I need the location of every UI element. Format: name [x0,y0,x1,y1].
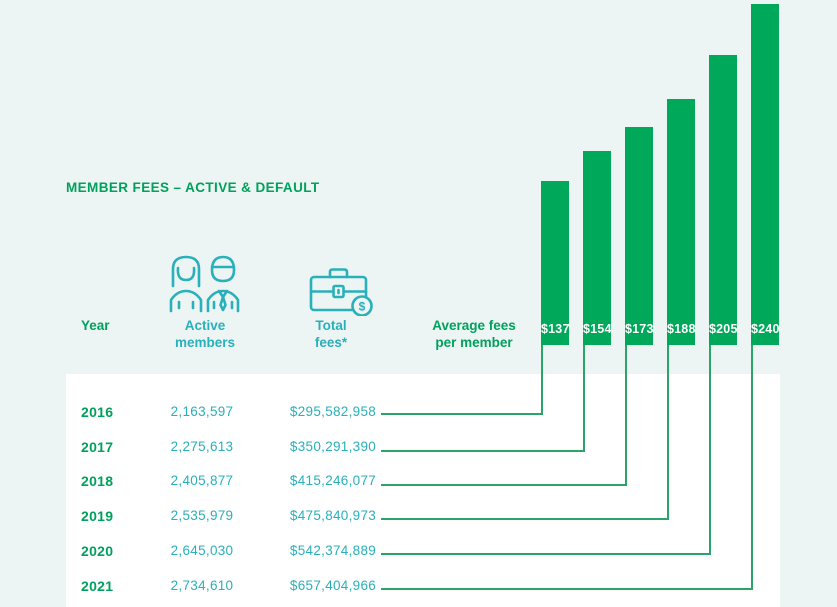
fee-bar: $240 [751,4,779,345]
active-members-value: 2,734,610 [170,578,234,593]
connector-line-horizontal [381,518,669,520]
fee-bar: $188 [667,99,695,345]
fee-bar: $137 [541,181,569,345]
year-value: 2019 [81,508,114,524]
table-row: 2019 2,535,979 $475,840,973 [0,507,837,525]
bar-value-label: $137 [541,322,570,336]
svg-text:$: $ [359,300,366,314]
table-row: 2016 2,163,597 $295,582,958 [0,403,837,421]
connector-line-vertical [541,345,543,413]
total-fees-value: $657,404,966 [289,578,377,593]
connector-line-vertical [583,345,585,450]
column-header-average-fees: Average fees per member [426,317,522,351]
connector-line-vertical [667,345,669,518]
header-line: Total [315,318,347,333]
bar-value-label: $240 [751,322,780,336]
fee-bar: $154 [583,151,611,345]
connector-line-vertical [625,345,627,484]
connector-line-horizontal [381,553,711,555]
year-value: 2020 [81,543,114,559]
two-people-icon [162,253,246,318]
bar-value-label: $173 [625,322,654,336]
page-title: MEMBER FEES – ACTIVE & DEFAULT [66,180,320,195]
active-members-value: 2,163,597 [170,404,234,419]
column-header-active-members: Active members [164,317,246,351]
connector-line-horizontal [381,413,543,415]
table-background-panel [66,374,780,607]
active-members-value: 2,275,613 [170,439,234,454]
connector-line-horizontal [381,484,627,486]
active-members-value: 2,645,030 [170,543,234,558]
table-row: 2017 2,275,613 $350,291,390 [0,438,837,456]
briefcase-dollar-icon: $ [303,262,375,321]
fee-bar: $205 [709,55,737,345]
bar-value-label: $188 [667,322,696,336]
total-fees-value: $415,246,077 [289,473,377,488]
connector-line-vertical [709,345,711,553]
fee-bar: $173 [625,127,653,345]
connector-line-horizontal [381,588,753,590]
header-line: Active [184,318,226,333]
table-row: 2018 2,405,877 $415,246,077 [0,472,837,490]
header-line: Average fees [432,318,516,333]
bar-value-label: $205 [709,322,738,336]
year-value: 2021 [81,578,114,594]
header-line: fees* [314,335,348,350]
connector-line-vertical [751,345,753,588]
header-line: per member [435,335,513,350]
column-header-total-fees: Total fees* [301,317,361,351]
active-members-value: 2,535,979 [170,508,234,523]
table-row: 2020 2,645,030 $542,374,889 [0,542,837,560]
total-fees-value: $542,374,889 [289,543,377,558]
active-members-value: 2,405,877 [170,473,234,488]
year-value: 2016 [81,404,114,420]
table-row: 2021 2,734,610 $657,404,966 [0,577,837,595]
total-fees-value: $475,840,973 [289,508,377,523]
connector-line-horizontal [381,450,585,452]
bar-value-label: $154 [583,322,612,336]
total-fees-value: $350,291,390 [289,439,377,454]
total-fees-value: $295,582,958 [289,404,377,419]
column-header-year: Year [81,318,110,333]
header-line: members [174,335,236,350]
year-value: 2017 [81,439,114,455]
year-value: 2018 [81,473,114,489]
